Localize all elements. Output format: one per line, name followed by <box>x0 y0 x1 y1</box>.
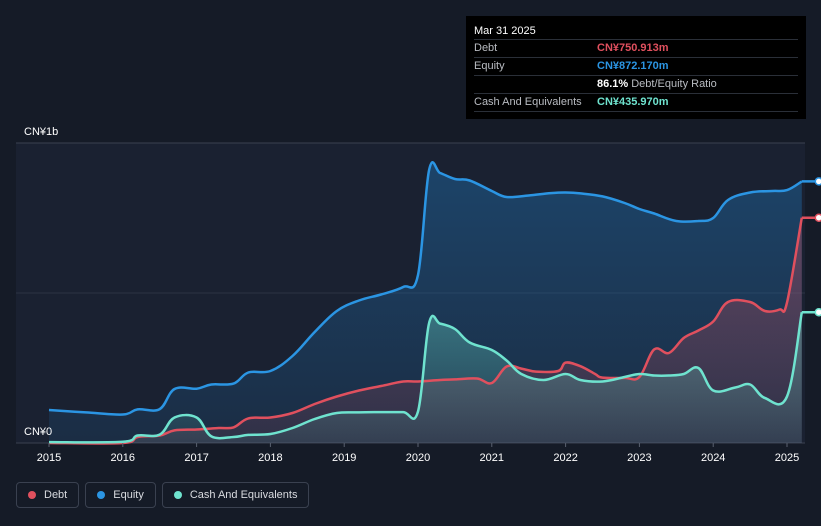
tooltip-label: Cash And Equivalents <box>474 96 582 108</box>
legend: Debt Equity Cash And Equivalents <box>16 482 310 508</box>
tooltip-row-ratio: 86.1% Debt/Equity Ratio <box>474 75 798 93</box>
tooltip-row-cash: Cash And Equivalents CN¥435.970m <box>474 93 798 112</box>
cash-area <box>49 312 802 443</box>
cash-dot-icon <box>173 491 182 499</box>
tooltip-label: Equity <box>474 60 505 72</box>
legend-item-debt[interactable]: Debt <box>16 482 80 508</box>
tooltip-date: Mar 31 2025 <box>474 25 536 37</box>
equity-dot-icon <box>97 491 106 499</box>
tooltip-label: Debt <box>474 42 498 54</box>
x-tick-label: 2018 <box>258 452 282 464</box>
tooltip-equity-value: CN¥872.170m <box>597 60 669 72</box>
x-tick-label: 2025 <box>775 452 799 464</box>
x-tick-label: 2015 <box>37 452 61 464</box>
x-tick-label: 2021 <box>480 452 504 464</box>
y-axis-label-bottom: CN¥0 <box>24 426 52 438</box>
legend-label-equity: Equity <box>113 489 144 501</box>
cash-line <box>48 311 804 444</box>
debt-dot-icon <box>28 491 36 499</box>
debt-line <box>48 217 804 445</box>
equity-endpoint-marker <box>814 177 821 186</box>
tooltip-debt-value: CN¥750.913m <box>597 42 669 54</box>
x-tick-label: 2019 <box>332 452 356 464</box>
tooltip-label <box>474 76 597 93</box>
x-tick-label: 2017 <box>184 452 208 464</box>
tooltip-ratio-label: Debt/Equity Ratio <box>631 78 717 90</box>
legend-item-cash[interactable]: Cash And Equivalents <box>161 482 310 508</box>
tooltip-row-equity: Equity CN¥872.170m <box>474 57 798 75</box>
y-axis-label-top: CN¥1b <box>24 126 58 138</box>
x-tick-label: 2022 <box>553 452 577 464</box>
legend-label-cash: Cash And Equivalents <box>189 489 298 501</box>
x-tick-label: 2024 <box>701 452 725 464</box>
legend-item-equity[interactable]: Equity <box>85 482 156 508</box>
tooltip-cash-value: CN¥435.970m <box>597 96 669 108</box>
x-tick-label: 2023 <box>627 452 651 464</box>
legend-label-debt: Debt <box>44 489 68 501</box>
equity-line <box>48 161 803 416</box>
cash-endpoint-marker <box>814 307 821 317</box>
tooltip-row-debt: Debt CN¥750.913m <box>474 39 798 57</box>
x-tick-label: 2016 <box>111 452 135 464</box>
equity-area <box>49 162 802 443</box>
tooltip-ratio-value: 86.1% <box>597 78 629 90</box>
tooltip-panel: Mar 31 2025 Debt CN¥750.913m Equity CN¥8… <box>466 16 806 119</box>
debt-endpoint-marker <box>814 213 821 222</box>
x-tick-label: 2020 <box>406 452 430 464</box>
